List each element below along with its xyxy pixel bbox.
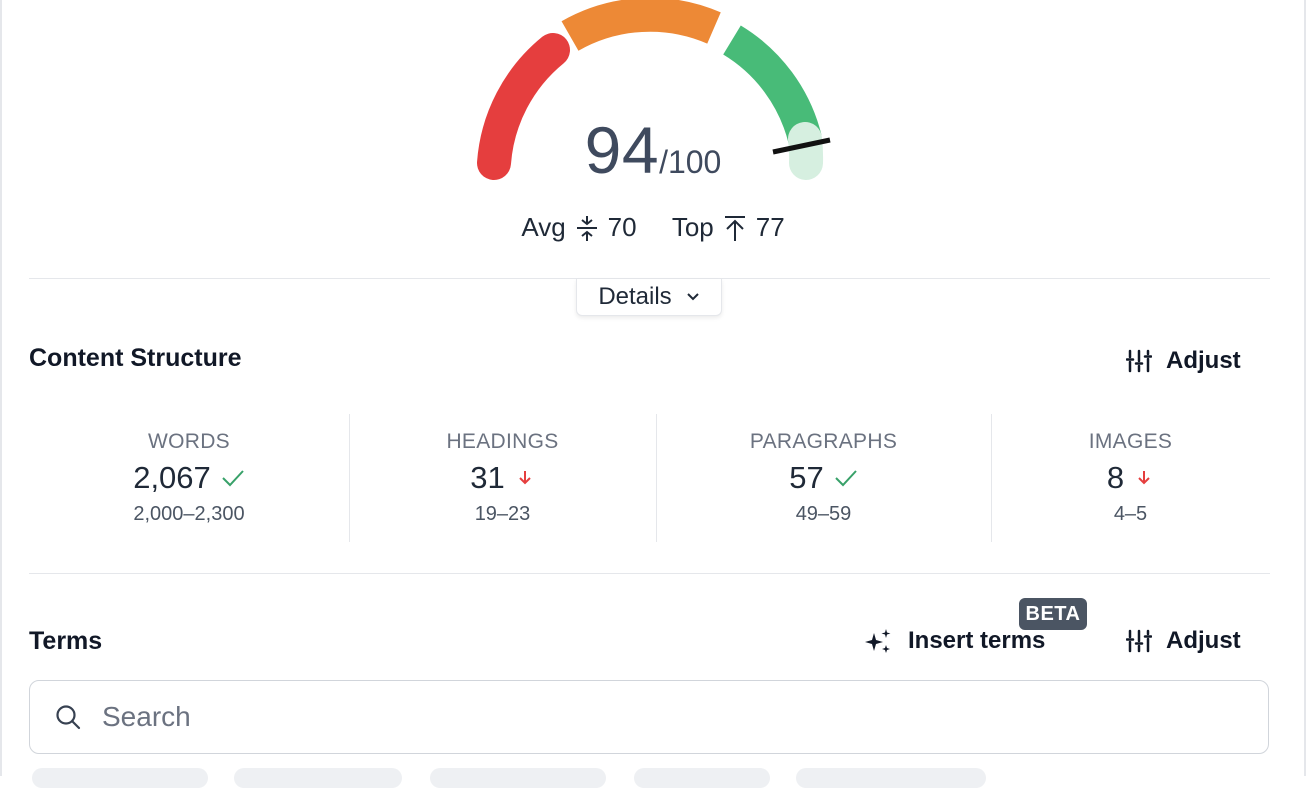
stat-value: 2,067 [29,460,349,496]
panel-right-border [1304,0,1306,776]
score-max: /100 [659,144,722,180]
term-chip[interactable] [32,768,208,788]
content-structure-title: Content Structure [29,344,242,372]
stat-words: WORDS 2,067 2,000–2,300 [29,414,349,542]
stat-paragraphs: PARAGRAPHS 57 49–59 [656,414,991,542]
insert-terms-button[interactable]: Insert terms [864,627,1045,655]
search-icon [56,705,81,730]
stat-headings: HEADINGS 31 19–23 [349,414,656,542]
adjust-structure-button[interactable]: Adjust [1126,347,1241,375]
score-value: 94 [584,113,660,187]
stat-number: 31 [470,460,505,495]
stat-value: 31 [349,460,656,496]
details-toggle-button[interactable]: Details [576,279,722,316]
stat-range: 19–23 [474,503,531,525]
score-gauge [477,0,831,180]
stat-separator [991,414,992,542]
chevron-down-icon [686,293,699,301]
sliders-icon [1126,629,1152,653]
top-benchmark: Top 77 [672,212,785,243]
beta-badge: BETA [1019,598,1087,630]
gauge-needle [772,137,831,155]
sliders-icon [1126,349,1152,373]
stat-separator [656,414,657,542]
stat-images: IMAGES 8 4–5 [991,414,1270,542]
check-icon [222,470,244,487]
term-chip[interactable] [634,768,770,788]
stat-range: 49–59 [795,503,852,525]
stat-value: 57 [656,460,991,496]
gauge-segment-red [477,33,570,180]
content-stats: WORDS 2,067 2,000–2,300 HEADINGS 31 19–2… [29,414,1270,542]
gauge-segment-remaining [788,122,824,180]
stat-label: IMAGES [1088,430,1173,453]
arrow-down-icon [519,471,531,485]
term-chip[interactable] [430,768,606,788]
avg-benchmark: Avg 70 [521,212,636,243]
term-chip[interactable] [796,768,986,788]
stat-number: 2,067 [133,460,211,495]
arrow-up-to-line-icon [724,215,745,241]
divider [29,573,1270,574]
stat-number: 8 [1106,460,1125,495]
stat-value: 8 [991,460,1270,496]
check-icon [835,470,857,487]
arrow-down-icon [1138,471,1150,485]
avg-value: 70 [607,212,637,242]
divider [29,278,1270,279]
adjust-label: Adjust [1166,627,1241,654]
gauge-segment-orange [561,0,721,51]
stat-range: 4–5 [1113,503,1148,525]
compress-arrows-icon [576,215,597,241]
score: 94/100 [0,112,1306,188]
stat-range: 2,000–2,300 [133,503,245,525]
avg-label: Avg [521,212,566,242]
stat-label: PARAGRAPHS [749,430,898,453]
stat-label: HEADINGS [446,430,559,453]
adjust-terms-button[interactable]: Adjust [1126,627,1241,655]
stat-separator [349,414,350,542]
benchmarks: Avg 70 Top 77 [0,212,1306,243]
insert-terms-label: Insert terms [908,627,1046,654]
stat-label: WORDS [148,430,230,453]
adjust-label: Adjust [1166,347,1241,374]
search-input[interactable] [100,700,1204,734]
stat-number: 57 [789,460,824,495]
sparkles-icon [865,629,891,653]
terms-title: Terms [29,627,103,655]
terms-search-box[interactable] [29,680,1269,754]
term-chip[interactable] [234,768,402,788]
top-value: 77 [755,212,785,242]
top-label: Top [671,212,714,242]
details-label: Details [598,283,672,310]
panel-left-border [0,0,2,776]
